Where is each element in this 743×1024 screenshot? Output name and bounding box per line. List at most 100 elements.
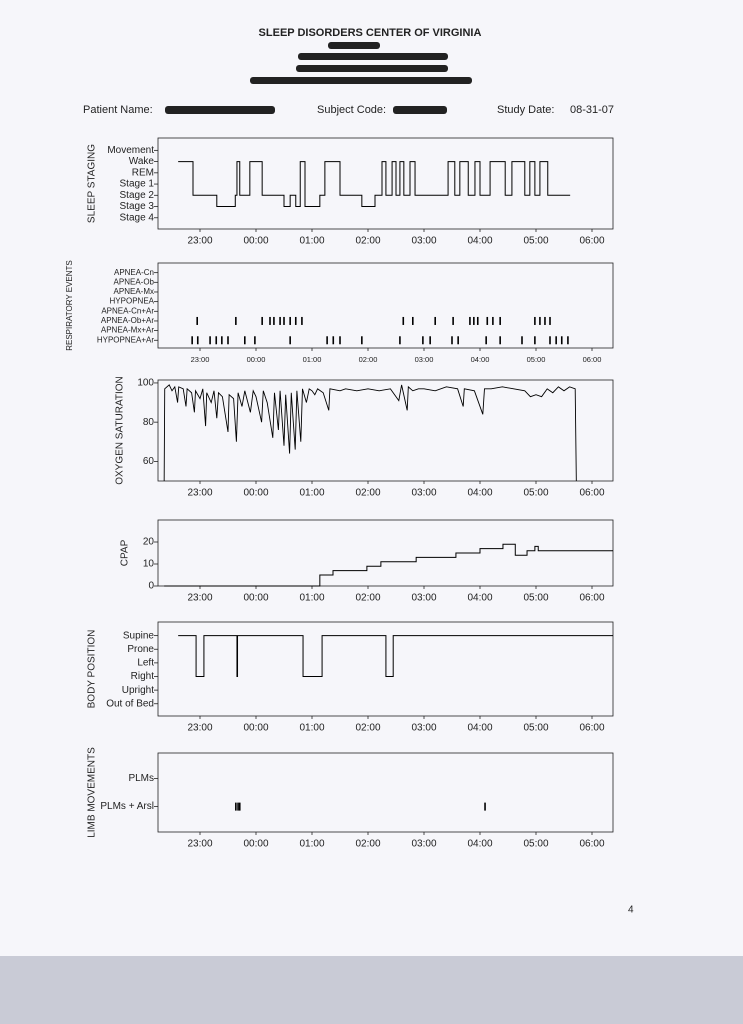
y-axis-label: SLEEP STAGING bbox=[87, 144, 98, 223]
y-axis-label: RESPIRATORY EVENTS bbox=[65, 260, 74, 351]
x-tick-label: 23:00 bbox=[187, 236, 212, 247]
x-tick-label: 01:00 bbox=[299, 593, 324, 604]
y-tick-label: 60 bbox=[143, 456, 155, 467]
y-tick-label: Out of Bed bbox=[106, 698, 154, 709]
event-mark bbox=[301, 316, 303, 325]
event-mark bbox=[326, 336, 328, 345]
y-tick-label: Supine bbox=[123, 630, 155, 641]
subject-code-label: Subject Code: bbox=[317, 104, 386, 116]
y-tick-label: PLMs bbox=[128, 773, 154, 784]
event-mark bbox=[402, 316, 405, 325]
study-date-label: Study Date: bbox=[497, 104, 554, 116]
event-mark bbox=[539, 316, 541, 325]
plot-frame bbox=[157, 621, 614, 717]
event-mark bbox=[469, 316, 471, 325]
event-mark bbox=[235, 802, 237, 811]
x-tick-label: 00:00 bbox=[243, 236, 268, 247]
event-mark bbox=[473, 316, 475, 325]
event-mark bbox=[451, 336, 453, 345]
y-tick-label: APNEA-Ob+Ar bbox=[101, 316, 154, 325]
x-tick-label: 01:00 bbox=[299, 723, 324, 734]
x-tick-label: 02:00 bbox=[355, 236, 380, 247]
event-mark bbox=[361, 336, 363, 345]
x-tick-label: 04:00 bbox=[467, 236, 492, 247]
event-mark bbox=[422, 336, 424, 345]
y-tick-label: APNEA-Mx bbox=[114, 287, 154, 296]
event-mark bbox=[244, 336, 246, 345]
y-tick-label: 10 bbox=[143, 559, 155, 570]
x-tick-label: 04:00 bbox=[467, 593, 492, 604]
y-tick-label: REM bbox=[132, 167, 154, 178]
x-tick-label: 00:00 bbox=[243, 488, 268, 499]
x-tick-label: 00:00 bbox=[243, 839, 268, 850]
event-mark bbox=[567, 336, 569, 345]
y-tick-label: 100 bbox=[137, 378, 154, 389]
event-mark bbox=[457, 336, 459, 345]
event-mark bbox=[191, 336, 193, 345]
x-tick-label: 04:00 bbox=[471, 355, 490, 364]
x-tick-label: 23:00 bbox=[187, 723, 212, 734]
x-tick-label: 06:00 bbox=[579, 488, 604, 499]
event-mark bbox=[499, 336, 501, 345]
x-tick-label: 03:00 bbox=[415, 355, 434, 364]
y-tick-label: APNEA-Ob bbox=[114, 277, 155, 286]
x-tick-label: 02:00 bbox=[355, 839, 380, 850]
event-mark bbox=[434, 316, 436, 325]
x-tick-label: 02:00 bbox=[355, 593, 380, 604]
event-mark bbox=[269, 316, 271, 325]
event-mark bbox=[227, 336, 229, 345]
event-mark bbox=[452, 316, 454, 325]
x-tick-label: 05:00 bbox=[527, 355, 546, 364]
event-mark bbox=[254, 336, 256, 345]
x-tick-label: 01:00 bbox=[299, 236, 324, 247]
y-tick-label: Prone bbox=[127, 644, 154, 655]
event-mark bbox=[238, 802, 241, 811]
plot-frame bbox=[157, 519, 614, 587]
x-tick-label: 05:00 bbox=[523, 839, 548, 850]
x-tick-label: 02:00 bbox=[359, 355, 378, 364]
y-tick-label: HYPOPNEA bbox=[110, 297, 155, 306]
y-tick-label: Upright bbox=[122, 685, 154, 696]
step-line bbox=[178, 635, 613, 677]
plot-frame bbox=[157, 752, 614, 833]
x-tick-label: 23:00 bbox=[187, 593, 212, 604]
event-mark bbox=[492, 316, 494, 325]
event-mark bbox=[215, 336, 218, 345]
event-mark bbox=[412, 316, 414, 325]
event-mark bbox=[485, 336, 487, 345]
x-tick-label: 04:00 bbox=[467, 488, 492, 499]
x-tick-label: 05:00 bbox=[523, 488, 548, 499]
plot-frame bbox=[157, 137, 614, 230]
event-mark bbox=[549, 336, 551, 345]
paper bbox=[0, 0, 743, 956]
x-tick-label: 03:00 bbox=[411, 839, 436, 850]
x-tick-label: 23:00 bbox=[191, 355, 210, 364]
event-mark bbox=[273, 316, 275, 325]
plot-frame bbox=[157, 262, 614, 349]
event-mark bbox=[332, 336, 335, 345]
x-tick-label: 02:00 bbox=[355, 488, 380, 499]
event-mark bbox=[289, 316, 291, 325]
x-tick-label: 05:00 bbox=[523, 723, 548, 734]
x-tick-label: 23:00 bbox=[187, 839, 212, 850]
y-tick-label: Wake bbox=[129, 156, 155, 167]
step-line bbox=[164, 543, 613, 587]
y-tick-label: Right bbox=[131, 671, 155, 682]
y-tick-label: Stage 4 bbox=[120, 212, 155, 223]
y-tick-label: 80 bbox=[143, 417, 155, 428]
event-mark bbox=[289, 336, 291, 345]
x-tick-label: 06:00 bbox=[579, 236, 604, 247]
x-tick-label: 00:00 bbox=[243, 723, 268, 734]
event-mark bbox=[196, 316, 198, 325]
event-mark bbox=[499, 316, 501, 325]
event-mark bbox=[486, 316, 489, 325]
x-tick-label: 06:00 bbox=[583, 355, 602, 364]
event-mark bbox=[544, 316, 546, 325]
y-tick-label: APNEA-Cn bbox=[114, 268, 154, 277]
y-tick-label: Stage 3 bbox=[120, 201, 155, 212]
y-tick-label: Stage 1 bbox=[120, 179, 155, 190]
y-axis-label: OXYGEN SATURATION bbox=[115, 376, 126, 485]
x-tick-label: 00:00 bbox=[243, 593, 268, 604]
